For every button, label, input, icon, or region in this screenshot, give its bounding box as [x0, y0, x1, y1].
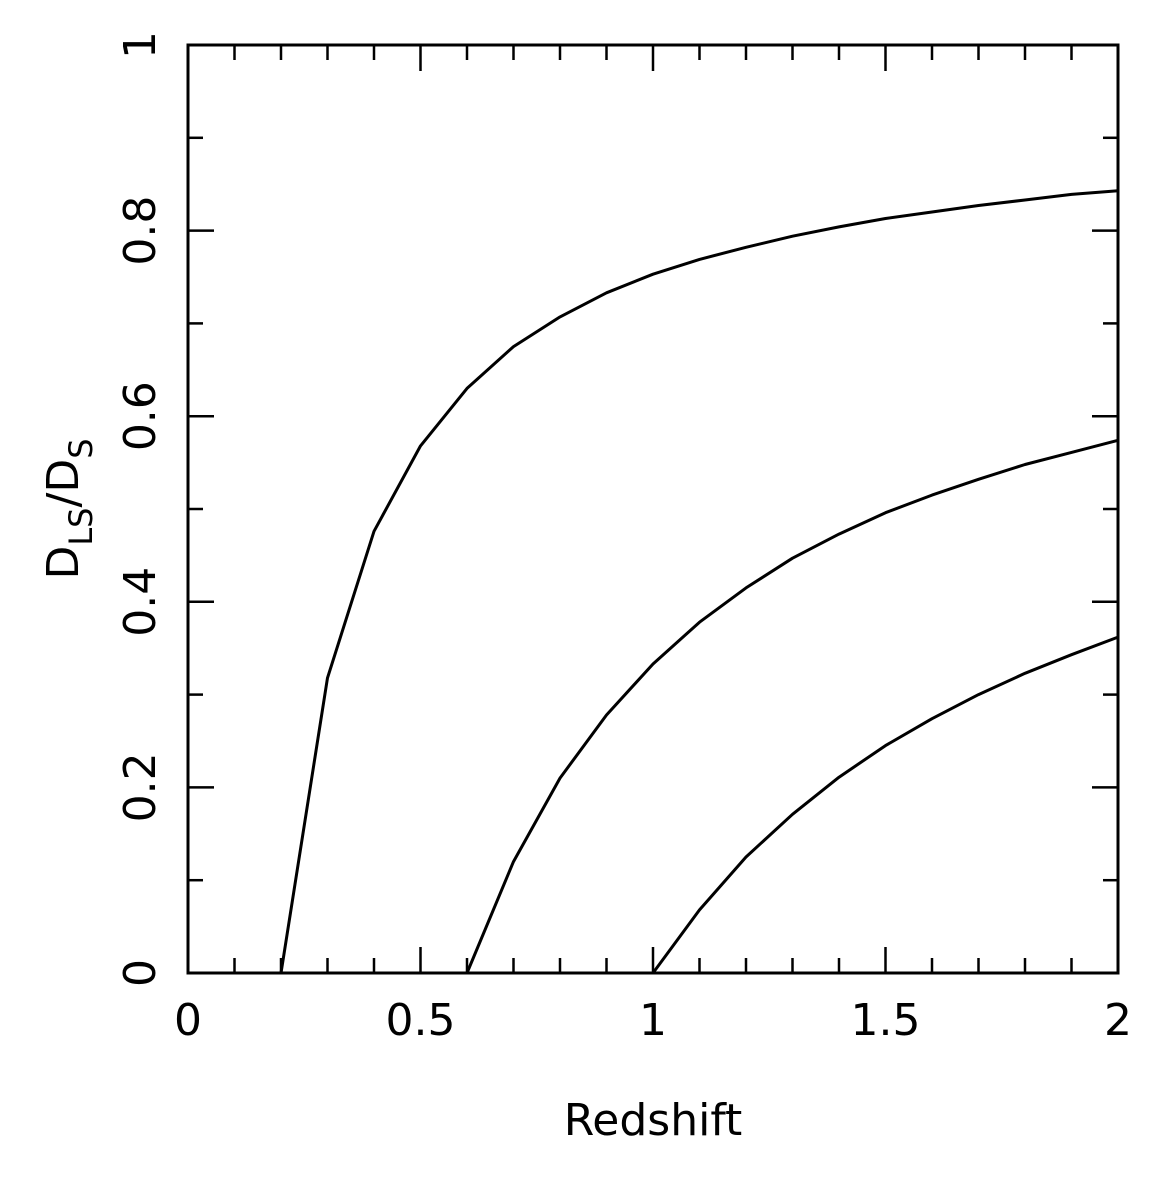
y-tick-label: 0.4	[115, 567, 166, 637]
tick-labels: 0 0.5 1 1.5 2 0 0.2 0.4 0.6 0.8 1	[115, 31, 1132, 1046]
y-axis-label-sub: LS	[62, 508, 100, 546]
y-axis-label-slash: /D	[38, 459, 89, 508]
x-tick-label: 2	[1104, 995, 1132, 1046]
y-tick-label: 0.6	[115, 381, 166, 451]
x-tick-label: 1	[639, 995, 667, 1046]
y-tick-label: 0	[115, 959, 166, 987]
y-tick-label: 1	[115, 31, 166, 59]
series-line-2	[465, 438, 1119, 974]
series-line-3	[651, 635, 1119, 974]
x-axis-label: Redshift	[564, 1095, 743, 1146]
y-tick-label: 0.2	[115, 752, 166, 822]
y-axis-label-main: D	[38, 546, 89, 580]
series-lines	[279, 189, 1119, 974]
plot-frame	[186, 43, 1120, 975]
y-axis-label: DLS/DS	[38, 438, 100, 579]
x-tick-label: 1.5	[851, 995, 921, 1046]
axis-ticks	[186, 43, 1120, 975]
y-axis-label-sub2: S	[62, 438, 100, 458]
x-tick-label: 0.5	[386, 995, 456, 1046]
series-line-1	[279, 189, 1119, 974]
y-tick-label: 0.8	[115, 196, 166, 266]
x-tick-label: 0	[174, 995, 202, 1046]
